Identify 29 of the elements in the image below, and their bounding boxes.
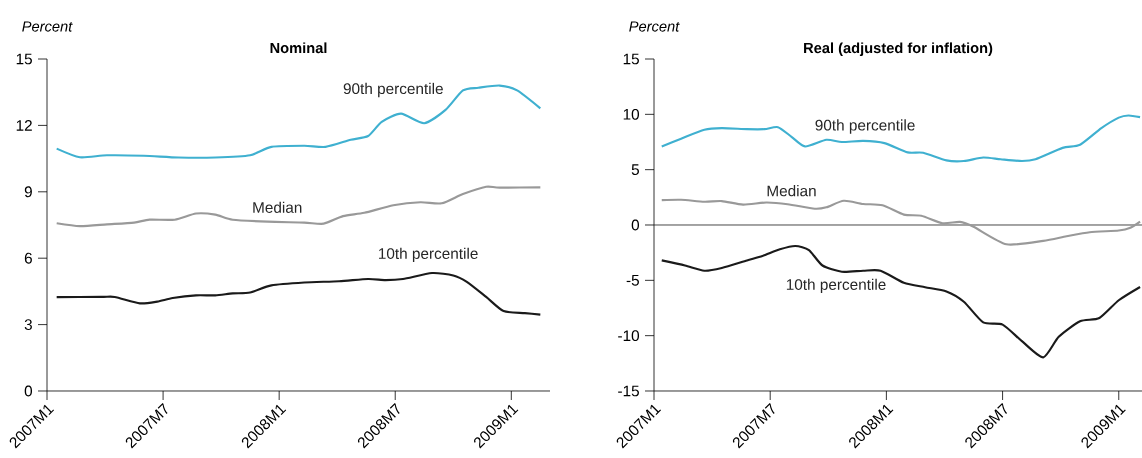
line-series	[660, 114, 1142, 163]
y-tick-label: 0	[24, 385, 33, 397]
chart-title: Real (adjusted for inflation)	[804, 42, 993, 57]
y-tick-label: 3	[24, 319, 32, 331]
series-label: 10th percentile	[786, 278, 886, 294]
series-label: Median	[767, 185, 816, 197]
line-series	[55, 84, 542, 159]
series-label: 90th percentile	[815, 119, 915, 134]
y-tick-label: 6	[24, 252, 32, 264]
line-series	[55, 185, 542, 228]
line-series	[55, 271, 542, 316]
y-tick-label: 9	[24, 186, 32, 198]
chart-title: Nominal	[270, 42, 327, 54]
series-label: 90th percentile	[343, 82, 443, 98]
y-axis-title: Percent	[629, 21, 680, 32]
y-tick-label: 12	[16, 120, 32, 131]
y-tick-label: 10	[623, 108, 640, 120]
y-tick-label: -10	[618, 330, 640, 342]
y-tick-label: -15	[618, 385, 639, 397]
line-series	[660, 244, 1142, 359]
y-tick-label: 15	[16, 53, 32, 65]
y-tick-label: 15	[623, 53, 639, 65]
y-tick-label: 5	[631, 164, 639, 176]
y-tick-label: -5	[626, 275, 639, 286]
series-label: 10th percentile	[379, 247, 478, 263]
line-series	[660, 198, 1142, 246]
series-label: Median	[253, 201, 302, 213]
y-axis-title: Percent	[22, 21, 73, 32]
y-tick-label: 0	[631, 219, 640, 231]
